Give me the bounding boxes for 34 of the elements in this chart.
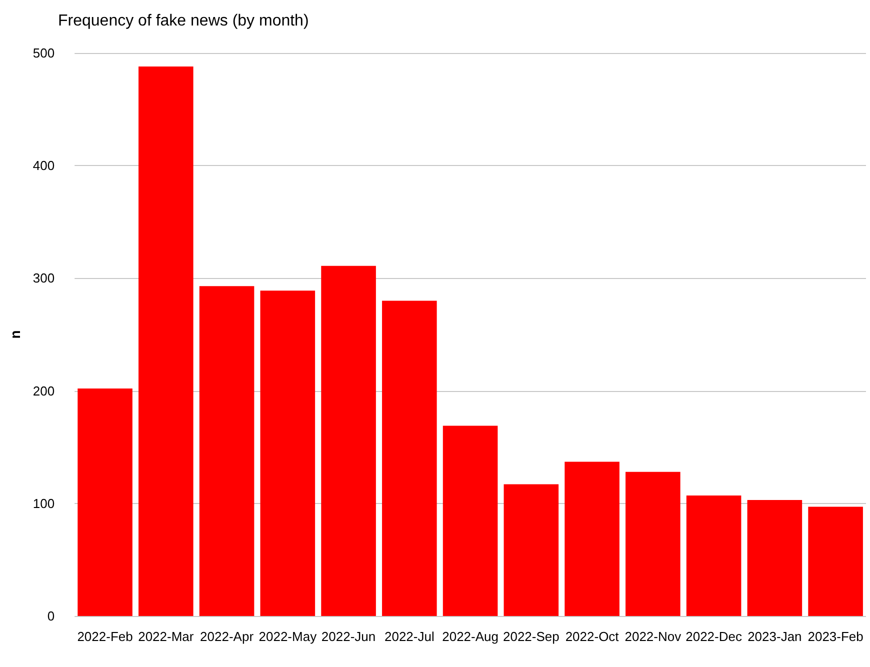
- x-tick-label: 2022-Sep: [502, 629, 560, 644]
- y-axis-title: n: [7, 330, 23, 339]
- bar: [199, 286, 254, 616]
- x-tick-label: 2022-Mar: [138, 629, 194, 644]
- y-tick-label: 400: [32, 158, 55, 174]
- x-tick-label: 2023-Feb: [808, 629, 864, 644]
- y-tick-label: 300: [32, 270, 55, 286]
- bar: [260, 290, 316, 616]
- x-tick-label: 2022-Nov: [624, 629, 682, 644]
- x-tick-label: 2022-Jul: [384, 629, 434, 644]
- x-tick-label: 2022-Aug: [442, 629, 498, 644]
- bar: [382, 300, 437, 616]
- bar: [321, 266, 376, 616]
- bar: [747, 500, 802, 616]
- x-tick-label: 2022-Apr: [200, 629, 254, 644]
- bar: [626, 472, 680, 616]
- bar: [686, 496, 742, 616]
- y-tick-label: 500: [32, 46, 55, 60]
- chart-title: Frequency of fake news (by month): [58, 12, 309, 30]
- y-tick-label: 200: [32, 383, 55, 398]
- bar: [138, 66, 194, 616]
- bar: [504, 484, 559, 616]
- bar: [78, 388, 132, 616]
- bar: [808, 506, 863, 616]
- x-tick-label: 2022-Feb: [77, 629, 133, 644]
- bar: [564, 462, 620, 616]
- bar: [442, 426, 498, 616]
- x-tick-label: 2023-Jan: [748, 629, 802, 644]
- x-tick-label: 2022-Jun: [321, 629, 376, 644]
- x-tick-label: 2022-May: [258, 629, 318, 644]
- x-tick-label: 2022-Dec: [686, 629, 742, 644]
- y-tick-label: 0: [47, 608, 55, 624]
- y-tick-label: 100: [32, 496, 55, 511]
- x-tick-label: 2022-Oct: [565, 629, 620, 644]
